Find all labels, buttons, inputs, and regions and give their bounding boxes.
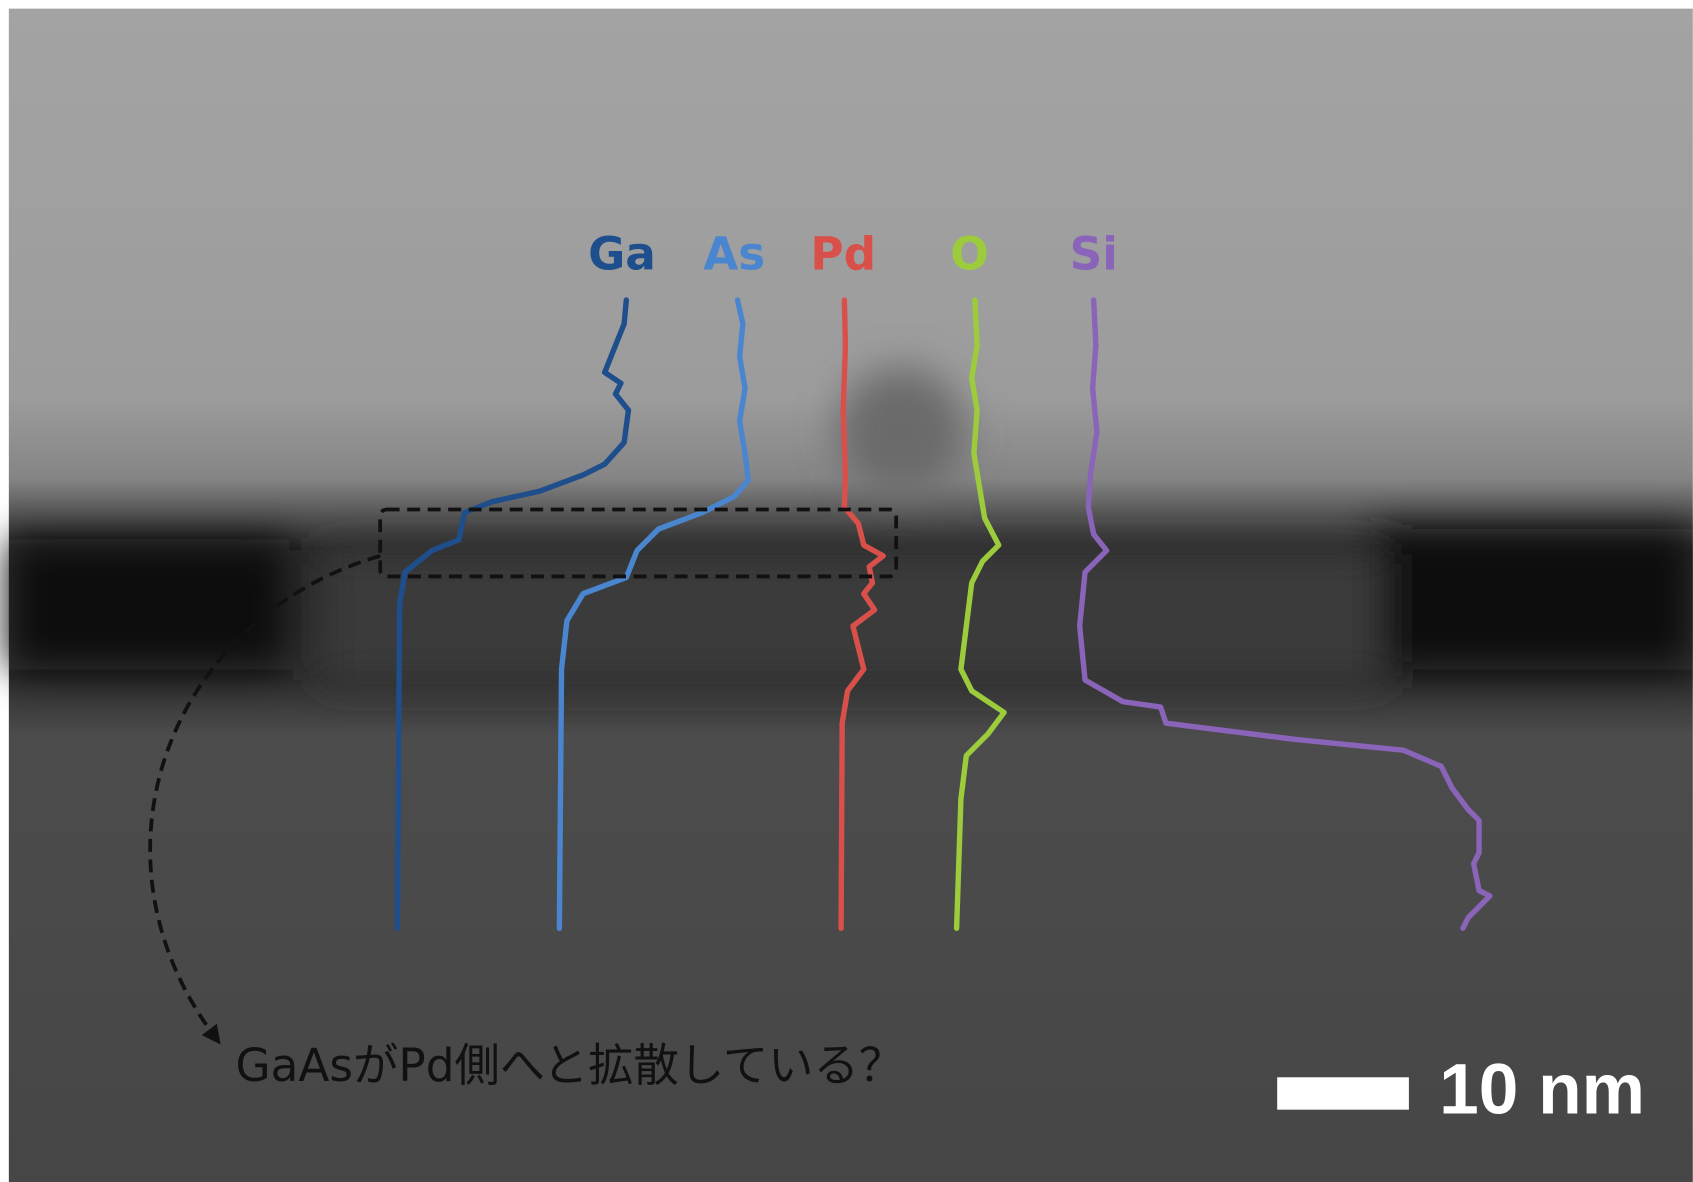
element-label: Si	[1070, 227, 1118, 280]
page: Ga As Pd O Si GaAsがPd側へと拡散している？ 10 nm ((…	[0, 0, 1693, 1182]
annotation: GaAsがPd側へと拡散している？	[236, 1039, 905, 1092]
element-label: As	[703, 227, 765, 280]
tem-image: Ga As Pd O Si GaAsがPd側へと拡散している？ 10 nm	[0, 0, 1693, 1182]
element-label: O	[950, 227, 989, 280]
scale-bar-label: 10 nm	[1439, 1050, 1645, 1129]
element-label: Ga	[588, 227, 656, 280]
element-label: Pd	[810, 227, 876, 280]
scale-bar	[1277, 1077, 1409, 1109]
